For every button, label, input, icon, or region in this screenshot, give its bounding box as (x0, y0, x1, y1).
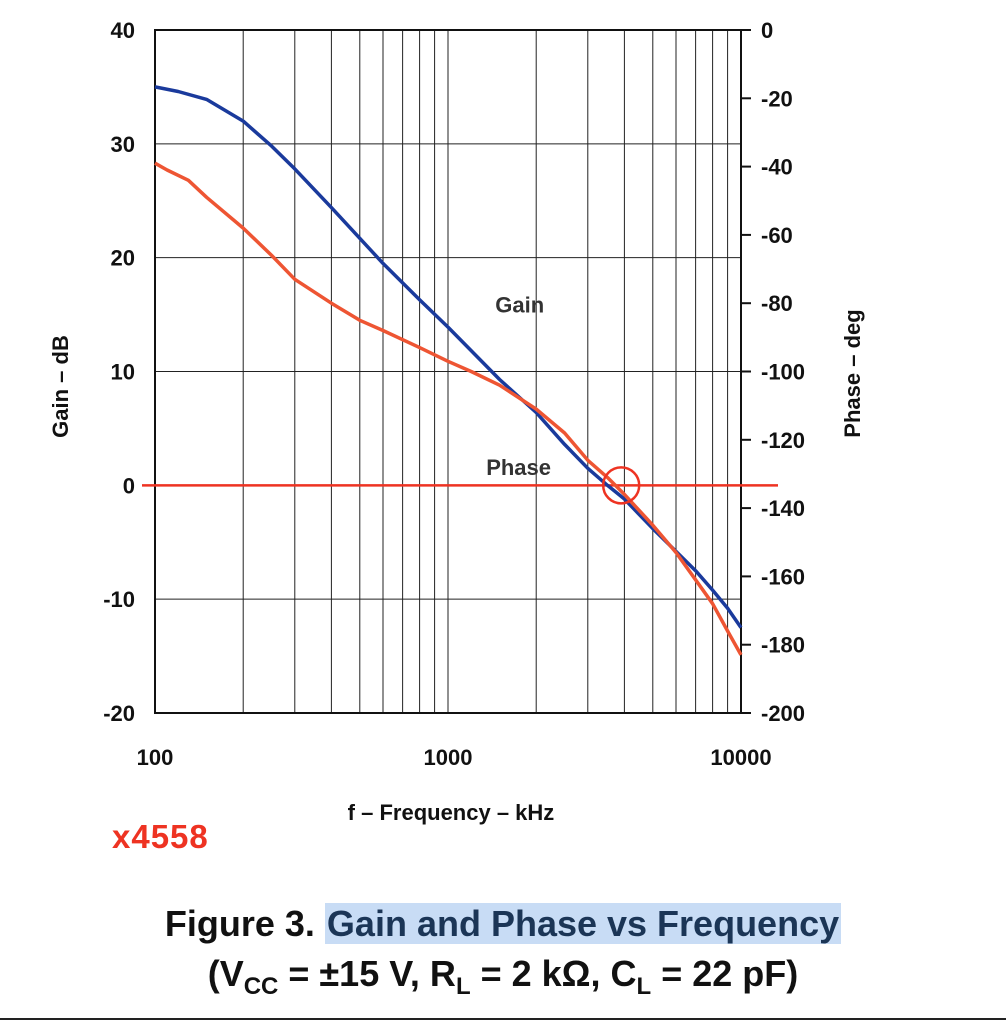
y-axis-left-label: Gain – dB (48, 335, 73, 438)
x-axis-ticks: 100 1000 10000 (137, 745, 772, 770)
vcc-subscript: CC (243, 973, 279, 1001)
cl-value: = 22 pF) (651, 953, 799, 994)
left-tick-label: 20 (111, 246, 135, 271)
right-tick-label: 0 (761, 18, 773, 43)
rl-subscript: L (455, 973, 471, 1001)
right-tick-label: -160 (761, 564, 805, 589)
crossover-marker (601, 466, 641, 505)
model-tag: x4558 (112, 818, 209, 855)
series-line-gain (154, 85, 743, 629)
left-tick-label: 30 (111, 132, 135, 157)
right-tick-label: -140 (761, 496, 805, 521)
x-tick-label: 100 (137, 745, 174, 770)
right-tick-label: -40 (761, 155, 793, 180)
series-annotation-gain: Gain (495, 292, 544, 317)
series-annotations: Gain Phase (486, 292, 551, 480)
left-tick-label: 40 (111, 18, 135, 43)
grid-lines (154, 29, 742, 714)
figure-title: Gain and Phase vs Frequency (324, 903, 842, 944)
vcc-prefix: (V (207, 953, 244, 994)
x-tick-label: 10000 (710, 745, 771, 770)
right-tick-label: -100 (761, 360, 805, 385)
rl-value: = 2 kΩ, C (470, 953, 637, 994)
bottom-divider (0, 1018, 1006, 1020)
left-tick-label: 0 (123, 473, 135, 498)
right-tick-label: -20 (761, 86, 793, 111)
figure-label: Figure 3. (164, 903, 315, 944)
right-tick-label: -180 (761, 633, 805, 658)
series-line-phase (154, 161, 743, 656)
series-annotation-phase: Phase (486, 455, 551, 480)
left-tick-label: -10 (103, 587, 135, 612)
x-tick-label: 1000 (424, 745, 473, 770)
right-tick-label: -80 (761, 291, 793, 316)
right-tick-label: -200 (761, 701, 805, 726)
series-layer (154, 85, 743, 656)
left-tick-label: 10 (111, 360, 135, 385)
x-axis-label: f – Frequency – kHz (348, 800, 555, 825)
figure-caption-title: Figure 3. Gain and Phase vs Frequency (0, 903, 1006, 945)
right-tick-label: -120 (761, 428, 805, 453)
cl-subscript: L (636, 973, 652, 1001)
vcc-value: = ±15 V, R (278, 953, 456, 994)
right-tick-label: -60 (761, 223, 793, 248)
right-axis-ticks: 0 -20 -40 -60 -80 -100 -120 -140 -160 -180 -200 (741, 18, 805, 726)
figure-caption-conditions: (VCC = ±15 V, RL = 2 kΩ, CL = 22 pF) (0, 953, 1006, 1001)
y-axis-right-label: Phase – deg (840, 309, 865, 437)
left-tick-label: -20 (103, 701, 135, 726)
left-axis-ticks: 40 30 20 10 0 -10 -20 (103, 18, 135, 726)
